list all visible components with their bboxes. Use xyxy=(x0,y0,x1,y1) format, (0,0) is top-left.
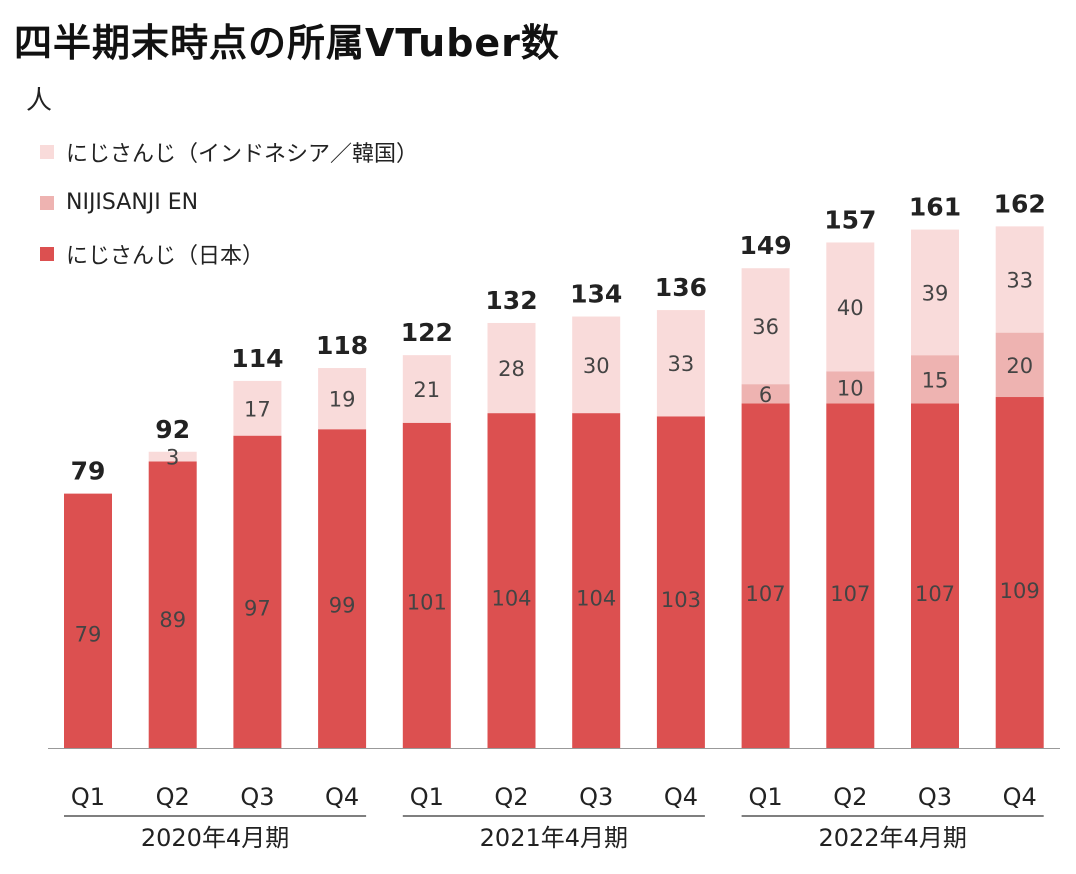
bar-segment-id-kr xyxy=(148,451,197,462)
total-label: 134 xyxy=(570,280,622,309)
segment-label-id-kr: 33 xyxy=(1006,268,1033,292)
y-unit-label: 人 xyxy=(26,86,53,116)
segment-label-id-kr: 3 xyxy=(166,446,179,470)
total-label: 92 xyxy=(155,415,190,444)
segment-label-id-kr: 40 xyxy=(837,296,864,320)
segment-label-japan: 109 xyxy=(1000,579,1040,603)
total-label: 79 xyxy=(71,457,106,486)
legend: にじさんじ（インドネシア／韓国） NIJISANJI EN にじさんじ（日本） xyxy=(40,138,418,291)
x-tick-label: Q2 xyxy=(494,783,528,811)
bar-segment-japan xyxy=(487,413,536,748)
bar-segment-japan xyxy=(741,403,790,748)
x-tick-label: Q2 xyxy=(156,783,190,811)
x-tick-label: Q3 xyxy=(579,783,613,811)
x-tick-label: Q1 xyxy=(71,783,105,811)
total-label: 118 xyxy=(316,331,368,360)
segment-label-id-kr: 28 xyxy=(498,357,525,381)
segment-label-japan: 107 xyxy=(915,582,955,606)
segment-label-japan: 101 xyxy=(407,591,447,615)
segment-label-japan: 79 xyxy=(75,623,102,647)
bar-segment-en xyxy=(911,355,959,404)
segment-label-japan: 107 xyxy=(830,582,870,606)
legend-label-id-kr: にじさんじ（インドネシア／韓国） xyxy=(66,141,419,167)
bar-segment-id-kr xyxy=(233,380,282,436)
total-label: 157 xyxy=(824,205,876,234)
total-label: 122 xyxy=(401,318,453,347)
bar-segment-id-kr xyxy=(318,368,367,430)
bar-segment-id-kr xyxy=(826,242,875,372)
total-label: 162 xyxy=(994,189,1046,218)
total-label: 132 xyxy=(485,286,537,315)
x-tick-label: Q4 xyxy=(1003,783,1037,811)
segment-label-japan: 97 xyxy=(244,596,271,620)
legend-label-en: NIJISANJI EN xyxy=(66,190,199,215)
bar-segment-japan xyxy=(148,461,197,748)
bar-segment-id-kr xyxy=(487,322,536,414)
group-label: 2020年4月期 xyxy=(141,824,289,852)
segment-label-japan: 89 xyxy=(159,608,186,632)
bar-segment-japan xyxy=(572,413,621,748)
bar-segment-japan xyxy=(826,403,875,748)
legend-item-id-kr: にじさんじ（インドネシア／韓国） xyxy=(40,138,419,167)
group-label: 2022年4月期 xyxy=(818,824,966,852)
bar-segment-en xyxy=(741,384,790,404)
legend-item-japan: にじさんじ（日本） xyxy=(40,240,418,269)
legend-swatch-en xyxy=(40,195,54,210)
segment-label-id-kr: 36 xyxy=(752,315,779,339)
legend-label-japan: にじさんじ（日本） xyxy=(66,243,265,269)
bar-segment-japan xyxy=(233,435,282,748)
total-label: 114 xyxy=(231,344,283,373)
segment-label-id-kr: 30 xyxy=(583,354,610,378)
segment-label-id-kr: 21 xyxy=(413,378,440,402)
legend-swatch-japan xyxy=(40,246,54,261)
group-label: 2021年4月期 xyxy=(480,824,628,852)
bar-segment-japan xyxy=(402,422,451,748)
x-tick-label: Q4 xyxy=(325,783,359,811)
bar-segment-japan xyxy=(318,429,367,748)
segment-label-japan: 107 xyxy=(746,582,786,606)
segment-label-en: 15 xyxy=(922,368,949,392)
chart-title: 四半期末時点の所属VTuber数 xyxy=(14,21,560,65)
segment-label-id-kr: 17 xyxy=(244,397,271,421)
bar-segment-id-kr xyxy=(656,310,705,417)
legend-item-en: NIJISANJI EN xyxy=(40,189,418,216)
legend-swatch-id-kr xyxy=(40,144,54,159)
x-tick-label: Q4 xyxy=(664,783,698,811)
segment-label-id-kr: 33 xyxy=(668,352,695,376)
segment-label-japan: 99 xyxy=(329,594,356,618)
bar-segment-japan xyxy=(911,403,959,748)
segment-label-en: 20 xyxy=(1006,354,1033,378)
bar-segment-id-kr xyxy=(572,316,621,414)
bar-segment-japan xyxy=(64,493,112,748)
total-label: 136 xyxy=(655,273,707,302)
total-label: 149 xyxy=(740,231,792,260)
total-label: 161 xyxy=(909,193,961,222)
segment-label-id-kr: 19 xyxy=(329,388,356,412)
x-tick-label: Q2 xyxy=(833,783,867,811)
segment-label-japan: 103 xyxy=(661,588,701,612)
bar-segment-id-kr xyxy=(911,229,959,356)
segment-label-en: 6 xyxy=(759,383,772,407)
x-tick-label: Q3 xyxy=(918,783,952,811)
bar-segment-en xyxy=(995,332,1044,398)
bar-segment-japan xyxy=(656,416,705,748)
bar-segment-en xyxy=(826,371,875,404)
x-tick-label: Q1 xyxy=(410,783,444,811)
bar-segment-japan xyxy=(995,397,1044,748)
segment-label-en: 10 xyxy=(837,376,864,400)
segment-label-japan: 104 xyxy=(491,586,531,610)
bar-segment-id-kr xyxy=(995,226,1044,333)
bar-segment-id-kr xyxy=(402,355,451,423)
segment-label-japan: 104 xyxy=(576,586,616,610)
x-tick-label: Q1 xyxy=(749,783,783,811)
segment-label-id-kr: 39 xyxy=(922,281,949,305)
bar-segment-id-kr xyxy=(741,268,790,385)
x-tick-label: Q3 xyxy=(240,783,274,811)
